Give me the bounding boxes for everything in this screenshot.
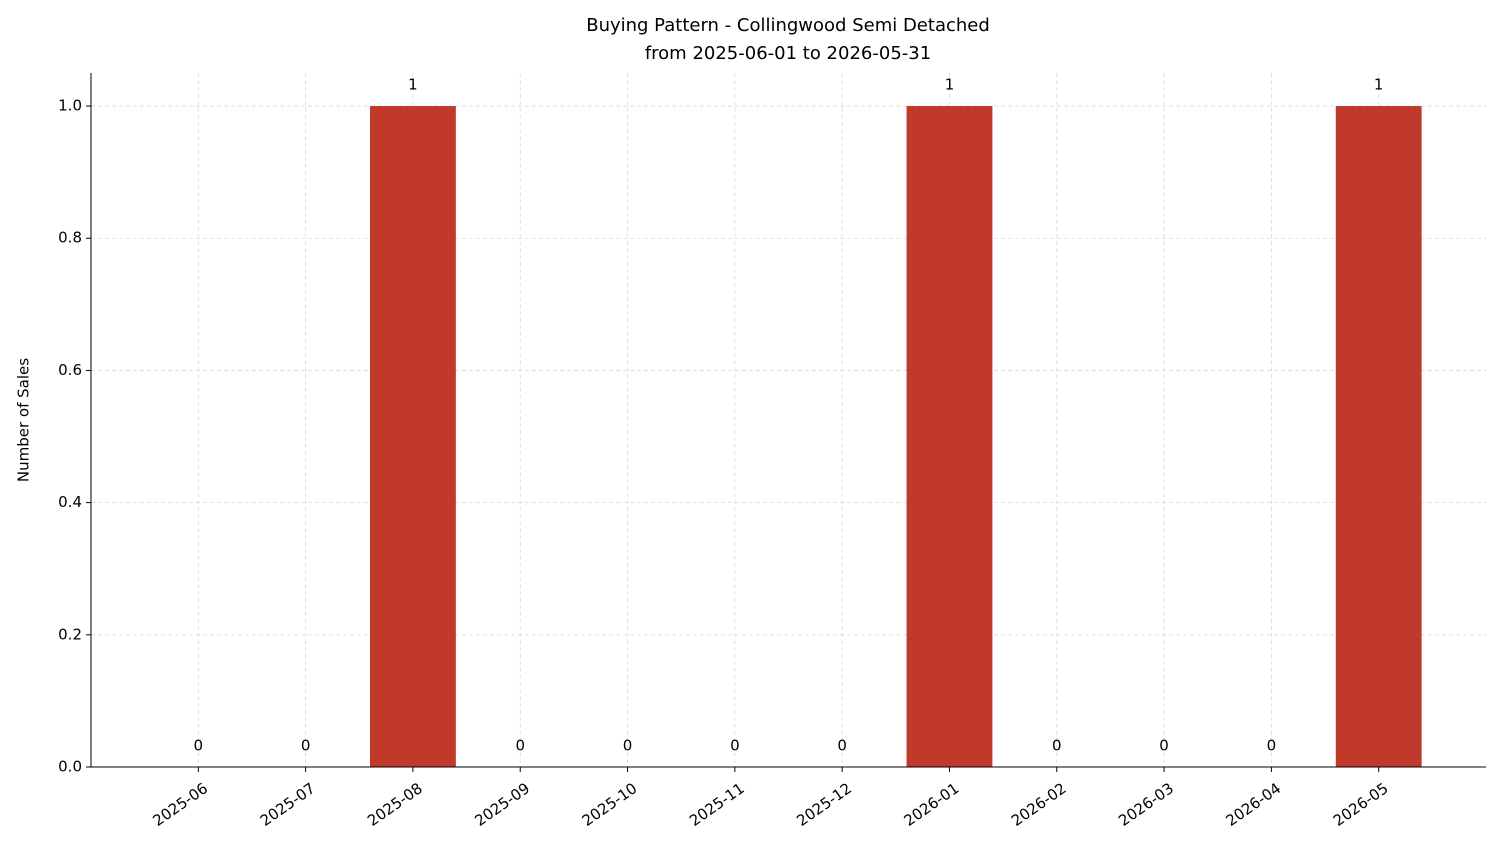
value-label: 0 [301, 737, 311, 755]
value-label: 1 [945, 76, 955, 94]
y-tick-label: 1.0 [58, 97, 82, 115]
y-tick-label: 0.6 [58, 361, 82, 379]
bar [370, 106, 456, 768]
x-tick-label: 2026-04 [1223, 779, 1285, 830]
value-label: 0 [1052, 737, 1062, 755]
x-tick-label: 2025-12 [793, 779, 855, 830]
value-label: 1 [408, 76, 418, 94]
value-label: 0 [623, 737, 633, 755]
y-tick-label: 0.2 [58, 625, 82, 643]
x-tick-label: 2025-08 [364, 779, 426, 830]
x-tick-label: 2026-01 [901, 779, 963, 830]
y-tick-label: 0.0 [58, 758, 82, 776]
x-tick-label: 2025-11 [686, 779, 748, 830]
value-label: 0 [515, 737, 525, 755]
y-tick-label: 0.8 [58, 229, 82, 247]
chart-subtitle: from 2025-06-01 to 2026-05-31 [645, 43, 931, 64]
value-label: 1 [1374, 76, 1384, 94]
value-label: 0 [1267, 737, 1277, 755]
value-label: 0 [837, 737, 847, 755]
x-tick-label: 2026-03 [1115, 779, 1177, 830]
chart-title: Buying Pattern - Collingwood Semi Detach… [586, 15, 990, 36]
x-tick-label: 2025-06 [150, 779, 212, 830]
x-tick-label: 2025-09 [471, 779, 533, 830]
value-label: 0 [194, 737, 204, 755]
x-tick-label: 2026-02 [1008, 779, 1070, 830]
y-tick-label: 0.4 [58, 493, 82, 511]
x-tick-label: 2025-07 [257, 779, 319, 830]
value-label: 0 [1159, 737, 1169, 755]
bar [906, 106, 993, 768]
y-axis-label: Number of Sales [15, 358, 33, 482]
x-tick-label: 2025-10 [579, 779, 641, 830]
x-tick-label: 2026-05 [1330, 779, 1392, 830]
bar [1335, 106, 1422, 768]
value-label: 0 [730, 737, 740, 755]
